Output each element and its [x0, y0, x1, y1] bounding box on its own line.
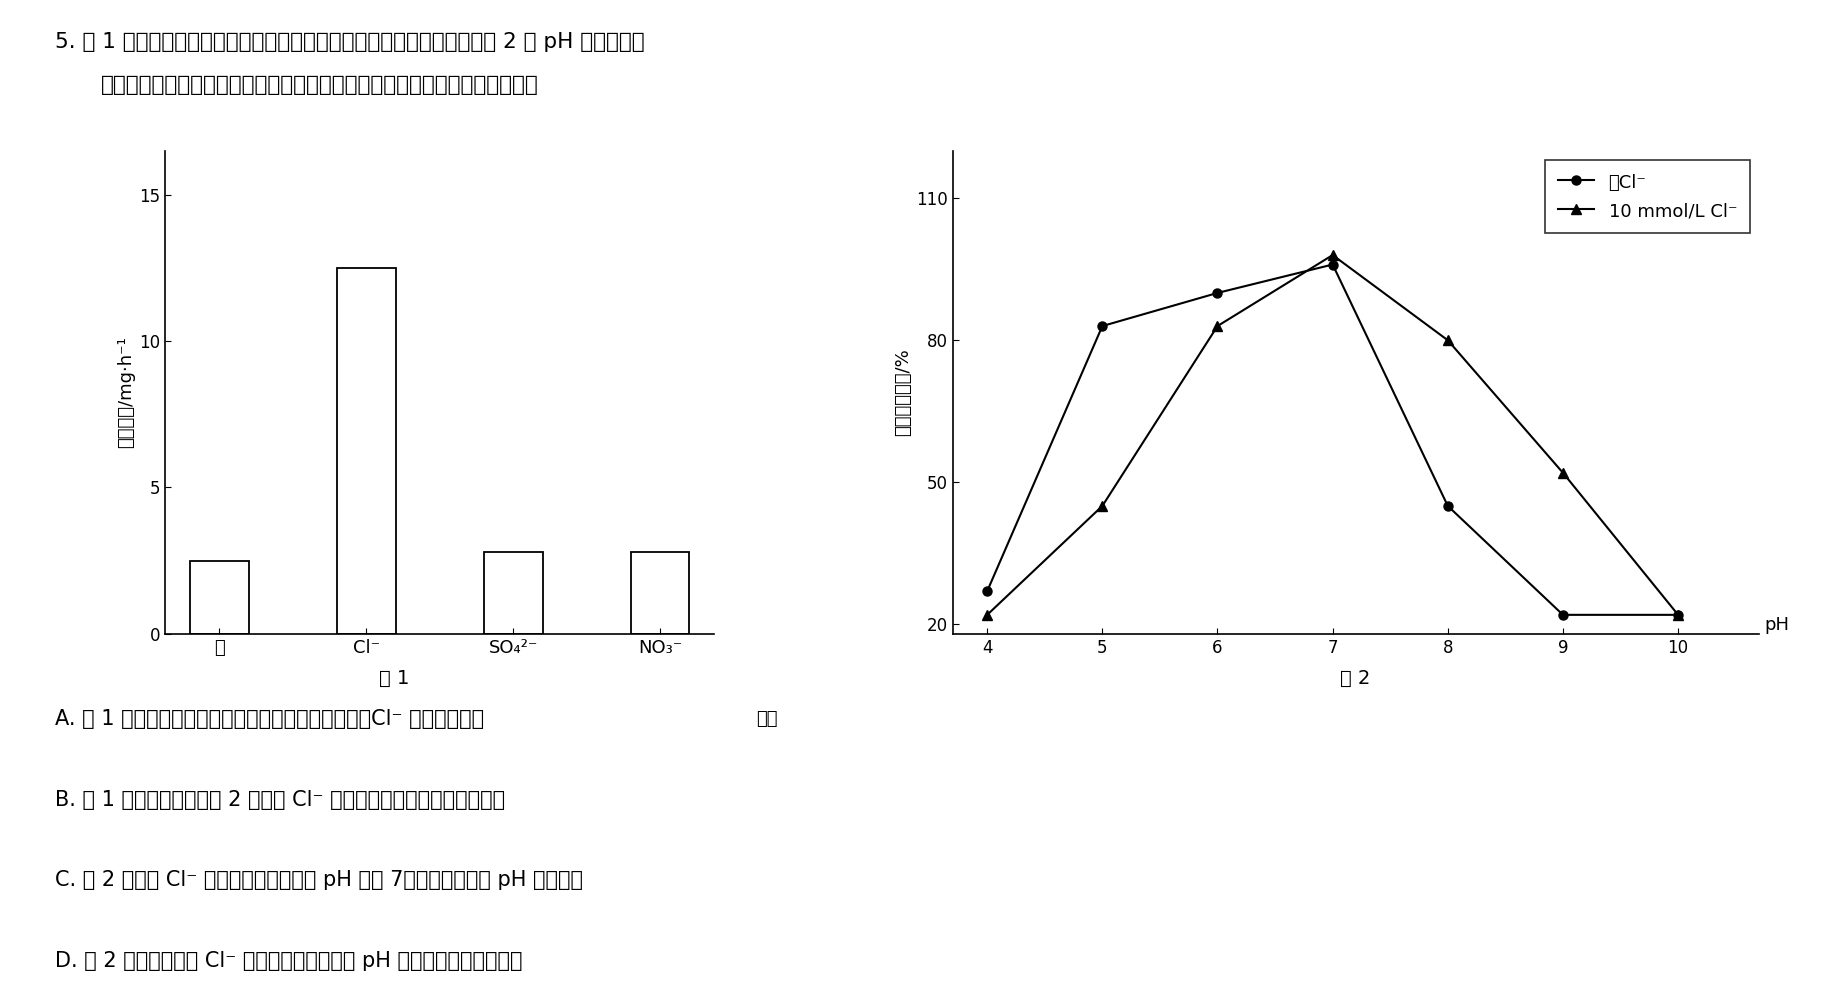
Bar	[337, 268, 396, 634]
10 mmol/L Cl⁻	[1552, 467, 1574, 479]
Legend: 无Cl⁻, 10 mmol/L Cl⁻: 无Cl⁻, 10 mmol/L Cl⁻	[1546, 160, 1750, 233]
无Cl⁻	[1321, 259, 1343, 271]
Text: B. 图 1 设置水处理组、图 2 设置无 Cl⁻ 处理组的目的都是作为对照实验: B. 图 1 设置水处理组、图 2 设置无 Cl⁻ 处理组的目的都是作为对照实验	[55, 790, 506, 810]
Text: A. 图 1 说明不同阴离子对该酶促反应速率影响不同，Cl⁻ 促进效应明显: A. 图 1 说明不同阴离子对该酶促反应速率影响不同，Cl⁻ 促进效应明显	[55, 709, 484, 729]
Bar	[191, 560, 249, 634]
无Cl⁻	[1207, 287, 1229, 299]
10 mmol/L Cl⁻	[1436, 334, 1458, 346]
无Cl⁻	[1092, 320, 1114, 332]
Text: 下胰淠粉酶催化淠粉水解的反应速率的影响。下列对实验结果的分析错误的是: 下胰淠粉酶催化淠粉水解的反应速率的影响。下列对实验结果的分析错误的是	[101, 75, 539, 96]
无Cl⁻	[1436, 500, 1458, 512]
Y-axis label: 反应速率/mg·h⁻¹: 反应速率/mg·h⁻¹	[117, 336, 136, 449]
10 mmol/L Cl⁻	[1321, 249, 1343, 262]
10 mmol/L Cl⁻	[1092, 500, 1114, 512]
Text: pH: pH	[1764, 616, 1790, 634]
Text: 5. 图 1 为水和不同阴离子对胰淠粉酶催化淠粉水解的反应速率的影响，图 2 为 pH 对不同条件: 5. 图 1 为水和不同阴离子对胰淠粉酶催化淠粉水解的反应速率的影响，图 2 为…	[55, 32, 645, 52]
Text: C. 图 2 中添加 Cl⁻ 后，胰淠粉酶的最适 pH 变为 7，具有酶活性的 pH 范围增大: C. 图 2 中添加 Cl⁻ 后，胰淠粉酶的最适 pH 变为 7，具有酶活性的 …	[55, 870, 583, 890]
无Cl⁻	[1667, 609, 1689, 621]
Bar	[484, 552, 542, 634]
10 mmol/L Cl⁻	[1207, 320, 1229, 332]
Text: D. 图 2 实验中，应将 Cl⁻ 与底物混合后再调节 pH 从而提高实验的准确性: D. 图 2 实验中，应将 Cl⁻ 与底物混合后再调节 pH 从而提高实验的准确…	[55, 951, 522, 971]
无Cl⁻	[1552, 609, 1574, 621]
Y-axis label: 反应相对速率/%: 反应相对速率/%	[894, 348, 912, 437]
无Cl⁻	[976, 585, 998, 598]
Line: 无Cl⁻: 无Cl⁻	[982, 260, 1682, 620]
Text: 图 1: 图 1	[379, 669, 409, 688]
10 mmol/L Cl⁻	[976, 609, 998, 621]
Text: 图 2: 图 2	[1341, 669, 1370, 688]
Line: 10 mmol/L Cl⁻: 10 mmol/L Cl⁻	[982, 250, 1684, 620]
Bar	[630, 552, 689, 634]
Text: 种类: 种类	[755, 710, 777, 728]
10 mmol/L Cl⁻	[1667, 609, 1689, 621]
